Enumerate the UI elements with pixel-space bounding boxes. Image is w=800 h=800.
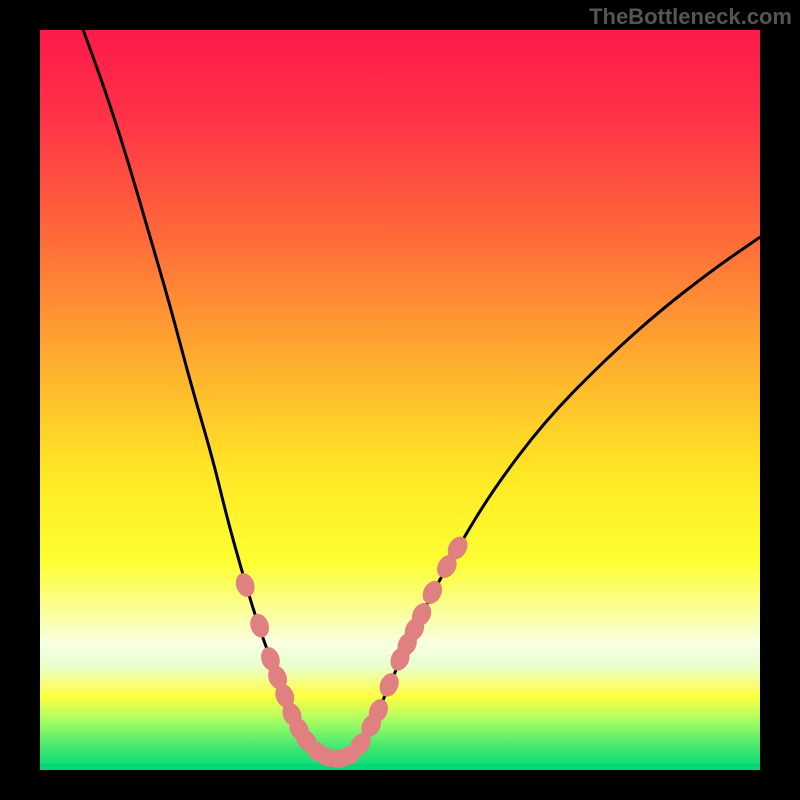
chart-container: TheBottleneck.com bbox=[0, 0, 800, 800]
floor-line bbox=[40, 764, 760, 768]
bottleneck-curve-chart bbox=[0, 0, 800, 800]
watermark-text: TheBottleneck.com bbox=[589, 4, 792, 30]
